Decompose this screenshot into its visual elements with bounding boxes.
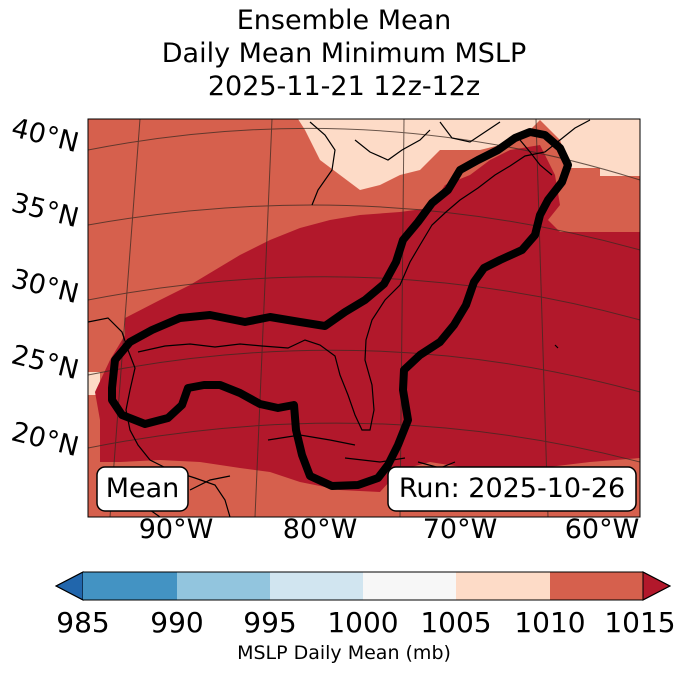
colorbar-tick-1000: 1000 — [327, 606, 399, 639]
lon-label-70w: 70°W — [422, 514, 498, 545]
lon-label-60w: 60°W — [564, 514, 640, 545]
colorbar-extend-high — [642, 571, 672, 601]
colorbar-segment-995-1000 — [270, 572, 363, 600]
colorbar-segment-1010-1015 — [550, 572, 643, 600]
title-line-1: Ensemble Mean — [236, 5, 452, 36]
colorbar — [54, 571, 672, 601]
colorbar-segment-990-995 — [177, 572, 270, 600]
pressure-field-1015-plus — [95, 145, 640, 492]
map-frame — [87, 118, 641, 518]
low-pressure-contour — [108, 128, 572, 490]
colorbar-tick-985: 985 — [56, 606, 110, 639]
run-label-box: Run: 2025-10-26 — [387, 466, 637, 512]
colorbar-segment-1005-1010 — [456, 572, 550, 600]
lon-label-90w: 90°W — [138, 514, 214, 545]
mean-label-box: Mean — [96, 466, 189, 512]
lon-label-80w: 80°W — [282, 514, 358, 545]
run-label-text: Run: 2025-10-26 — [399, 473, 625, 504]
coastlines — [88, 119, 591, 517]
title-line-2: Daily Mean Minimum MSLP — [161, 38, 527, 69]
colorbar-outline — [54, 571, 672, 601]
colorbar-segment-985-990 — [83, 572, 177, 600]
colorbar-tick-990: 990 — [150, 606, 204, 639]
mean-label-text: Mean — [106, 473, 180, 504]
pressure-field-1005-1010 — [298, 119, 640, 190]
colorbar-tick-1015: 1015 — [604, 606, 676, 639]
colorbar-segment-1000-1005 — [363, 572, 456, 600]
title-line-3: 2025-11-21 12z-12z — [207, 71, 481, 102]
colorbar-tick-1010: 1010 — [514, 606, 586, 639]
colorbar-tick-995: 995 — [243, 606, 297, 639]
colorbar-label: MSLP Daily Mean (mb) — [237, 642, 451, 664]
colorbar-extend-low — [54, 571, 84, 601]
map-panel — [88, 119, 640, 517]
colorbar-tick-1005: 1005 — [420, 606, 492, 639]
